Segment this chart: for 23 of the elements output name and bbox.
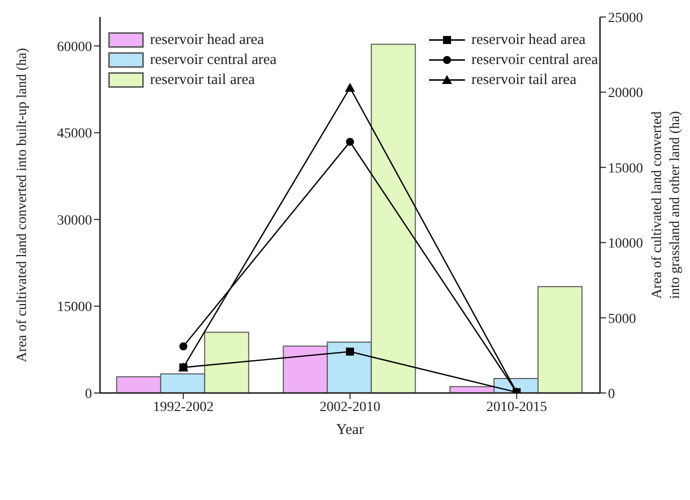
legend-label: reservoir central area	[471, 52, 598, 68]
y2-axis-title: Area of cultivated land converted into grassland and other land (ha)	[650, 110, 683, 299]
y-tick-label: 30000	[57, 213, 92, 228]
x-tick-label: 2002-2010	[320, 400, 380, 415]
y2-tick-label: 20000	[608, 86, 643, 102]
y2-tick-label: 0	[608, 386, 615, 402]
y2-tick-label: 5000	[608, 312, 636, 327]
x-tick-label: 1992-2002	[152, 400, 214, 415]
legend-label: reservoir central area	[150, 52, 277, 68]
legend-label: reservoir tail area	[150, 72, 255, 88]
y-tick-label: 0	[85, 386, 92, 402]
y-tick-label: 45000	[57, 126, 92, 142]
y2-tick-label: 25000	[608, 10, 643, 26]
legend-label: reservoir tail area	[471, 72, 576, 88]
y2-tick-label: 15000	[608, 161, 643, 176]
legend-label: reservoir head area	[471, 32, 586, 48]
y-tick-label: 60000	[57, 40, 92, 55]
x-tick-label: 2010-2015	[486, 400, 548, 415]
y-tick-label: 15000	[57, 300, 92, 316]
y2-tick-label: 10000	[608, 236, 643, 252]
y-axis-title: Area of cultivated land converted into built-up land (ha)	[15, 48, 30, 362]
legend-label: reservoir head area	[150, 32, 264, 48]
x-axis-title: Year	[336, 422, 364, 438]
